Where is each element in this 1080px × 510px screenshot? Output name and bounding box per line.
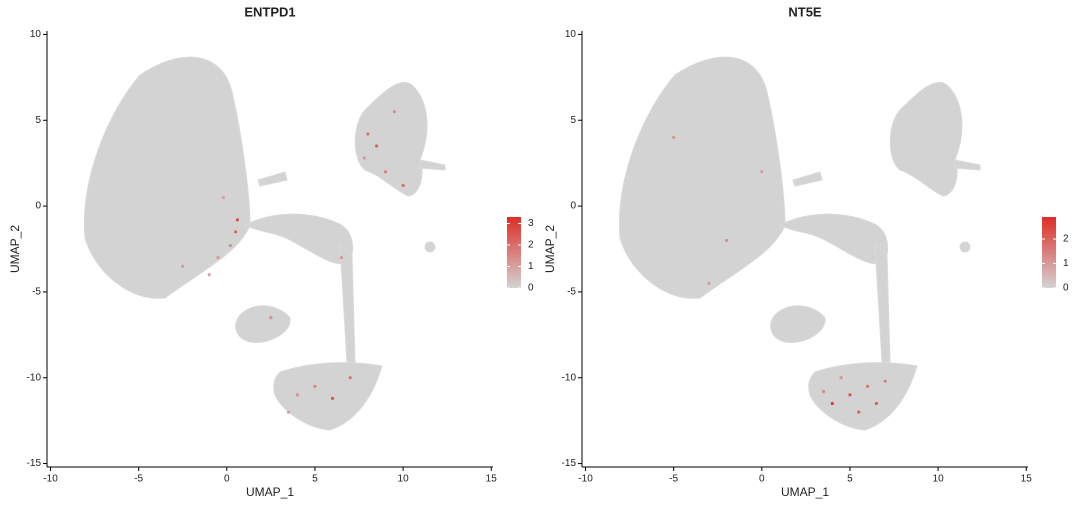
cell-point (348, 376, 352, 380)
cell-point (724, 238, 729, 243)
cell-point (401, 183, 405, 188)
cell-point (362, 156, 366, 160)
chart-title: NT5E (788, 4, 822, 19)
x-tick-label: 10 (398, 474, 410, 485)
x-tick-label: 10 (933, 474, 945, 485)
x-tick-label: -5 (669, 474, 678, 485)
cell-point (295, 393, 299, 397)
cell-point (228, 243, 232, 248)
y-axis-label: UMAP_2 (543, 225, 557, 273)
cell-point (821, 389, 826, 394)
y-tick-label: -5 (32, 287, 41, 298)
cell-point (221, 195, 225, 200)
cell-point (707, 281, 711, 285)
cell-point (235, 218, 239, 222)
x-axis-label: UMAP_1 (246, 485, 294, 499)
colorbar-tick-label: 2 (1063, 234, 1069, 245)
y-tick-label: -15 (27, 458, 42, 469)
colorbar-tick-label: 2 (528, 240, 534, 251)
cell-point (883, 379, 887, 383)
x-tick-label: -10 (578, 474, 593, 485)
colorbar (507, 217, 521, 288)
y-tick-label: 5 (570, 115, 576, 126)
cell-point (207, 273, 211, 277)
cell-point (339, 255, 343, 260)
y-tick-label: -10 (562, 372, 577, 383)
cell-point (839, 376, 843, 380)
cell-point (181, 264, 185, 268)
cell-point (672, 135, 676, 140)
cell-point (286, 410, 291, 414)
colorbar (1042, 217, 1056, 288)
colorbar-tick-label: 1 (1063, 258, 1069, 269)
y-tick-label: 0 (35, 201, 41, 212)
y-tick-label: 10 (565, 29, 577, 40)
y-tick-label: 0 (570, 201, 576, 212)
cell-cloud (618, 56, 981, 431)
cell-point (874, 401, 878, 406)
cell-point (848, 393, 852, 397)
colorbar-tick-label: 3 (528, 218, 534, 229)
cell-point (269, 316, 273, 320)
cell-point (375, 144, 379, 148)
y-tick-label: -10 (27, 372, 42, 383)
cell-point (865, 384, 870, 388)
chart-title: ENTPD1 (244, 4, 295, 19)
cell-point (330, 396, 335, 400)
cell-point (216, 255, 220, 260)
y-tick-label: -15 (562, 458, 577, 469)
colorbar-tick-label: 0 (528, 283, 534, 294)
x-tick-label: 15 (486, 474, 498, 485)
cell-point (830, 401, 834, 406)
y-axis-label: UMAP_2 (8, 225, 22, 273)
x-tick-label: 15 (1021, 474, 1033, 485)
y-tick-label: -5 (567, 287, 576, 298)
x-tick-label: 0 (759, 474, 765, 485)
x-tick-label: 0 (224, 474, 230, 485)
y-tick-label: 5 (35, 115, 41, 126)
y-tick-label: 10 (30, 29, 42, 40)
x-tick-label: -10 (43, 474, 58, 485)
cell-point (383, 170, 388, 174)
cell-point (366, 132, 370, 136)
cell-point (857, 410, 861, 414)
x-tick-label: -5 (134, 474, 143, 485)
cell-point (760, 170, 764, 174)
cell-point (313, 384, 317, 388)
cell-point (234, 230, 238, 234)
colorbar-tick-label: 0 (1063, 283, 1069, 294)
cell-cloud (83, 56, 446, 431)
x-axis-label: UMAP_1 (781, 485, 829, 499)
colorbar-tick-label: 1 (528, 261, 534, 272)
cell-point (392, 110, 396, 114)
x-tick-label: 5 (312, 474, 318, 485)
x-tick-label: 5 (847, 474, 853, 485)
